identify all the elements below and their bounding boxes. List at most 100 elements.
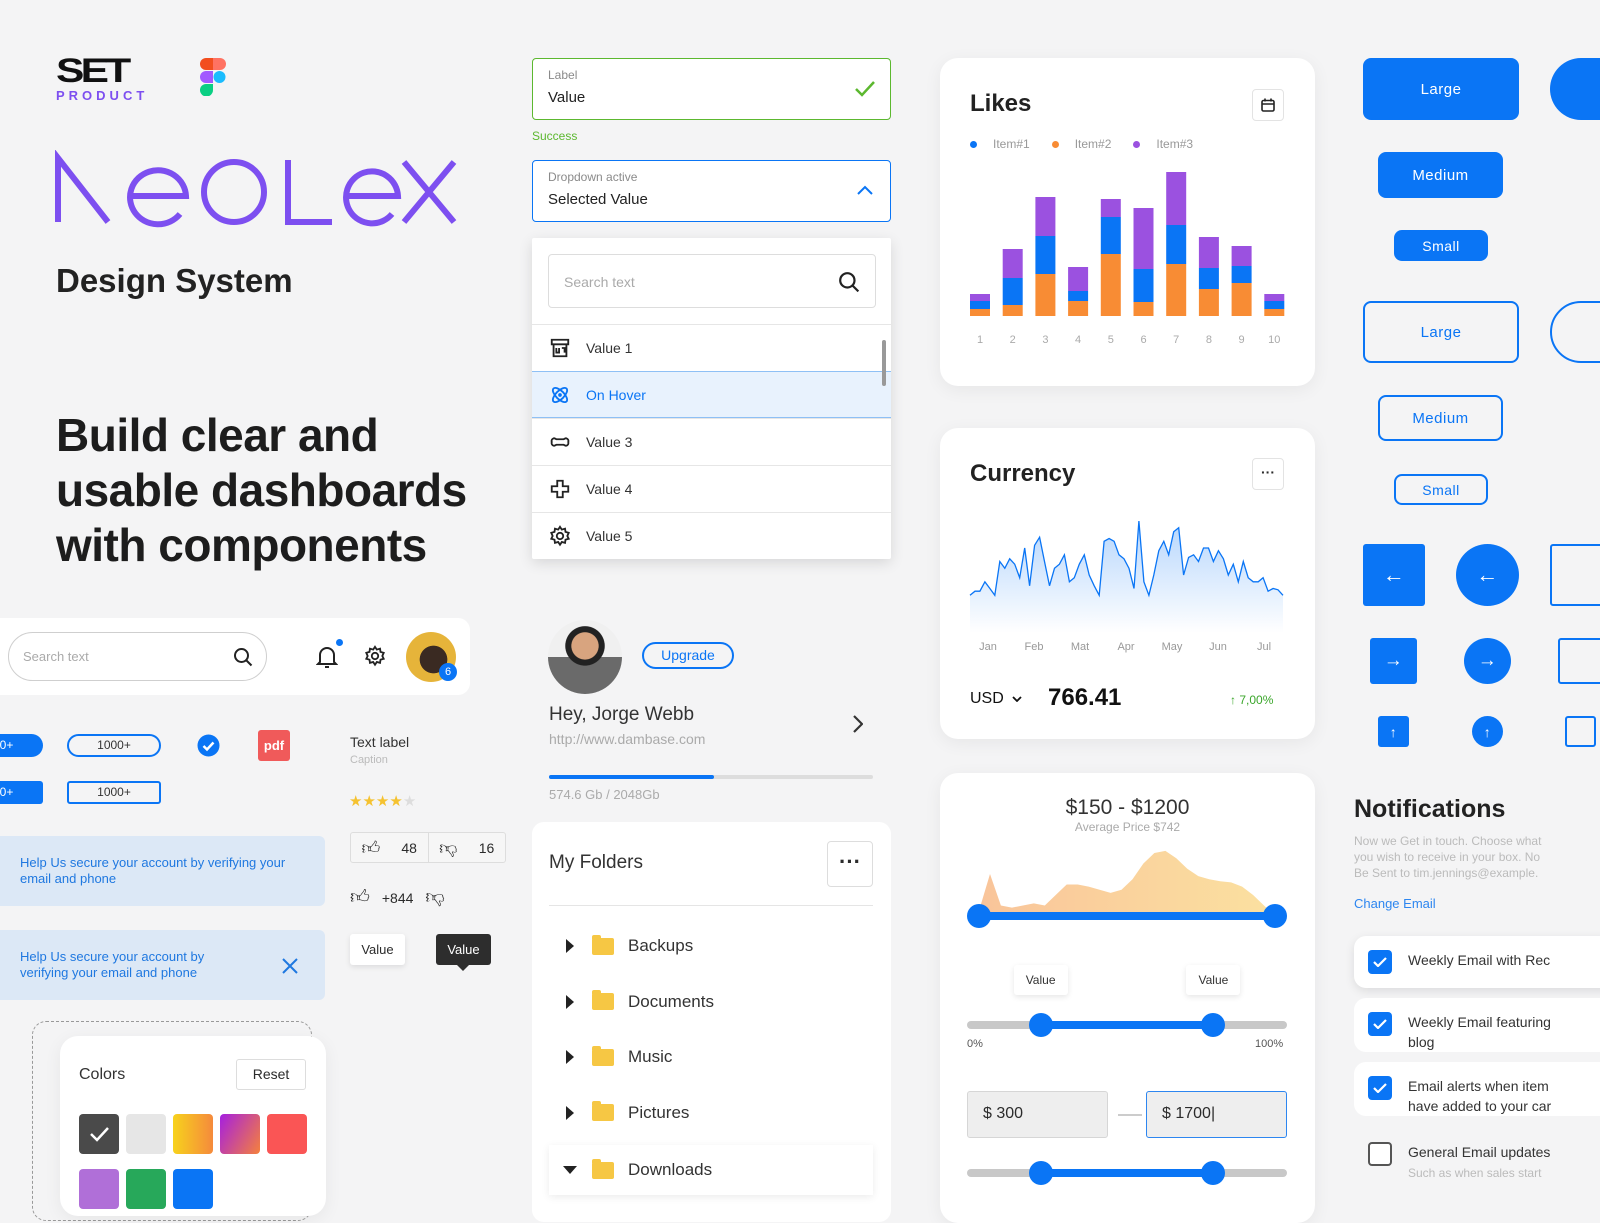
button-small[interactable]: Small: [1394, 230, 1488, 261]
badge-filled-square: 1000+: [0, 781, 43, 804]
caret-right-icon[interactable]: [566, 1105, 574, 1120]
color-swatch[interactable]: [173, 1169, 213, 1209]
slider-handle[interactable]: [1201, 1013, 1226, 1037]
close-icon[interactable]: [282, 958, 298, 974]
color-swatch[interactable]: [79, 1114, 119, 1154]
color-swatch[interactable]: [79, 1169, 119, 1209]
icon-button-outline-large[interactable]: [1550, 544, 1600, 606]
currency-select[interactable]: USD: [970, 690, 1022, 708]
color-swatch[interactable]: [220, 1114, 260, 1154]
caret-right-icon[interactable]: [566, 939, 574, 953]
search-icon[interactable]: [838, 271, 860, 293]
button-outline-small[interactable]: Small: [1394, 474, 1488, 505]
price-range-card: $150 - $1200 Average Price $742 Value Val…: [940, 773, 1315, 1223]
upgrade-button[interactable]: Upgrade: [642, 642, 734, 669]
divider: [549, 905, 873, 906]
color-swatch[interactable]: [267, 1114, 307, 1154]
folder-icon: [592, 934, 614, 955]
icon-button-square-medium[interactable]: →: [1370, 638, 1417, 684]
gear-icon[interactable]: [364, 645, 386, 667]
notification-option[interactable]: Weekly Email featuring blog: [1354, 998, 1600, 1052]
folder-item[interactable]: Documents: [566, 990, 714, 1012]
notification-option[interactable]: Weekly Email with Rec: [1354, 936, 1600, 988]
dropdown-active[interactable]: Dropdown active Selected Value: [532, 160, 891, 222]
icon-button-square-large[interactable]: ←: [1363, 544, 1425, 606]
icon-button-circle-large[interactable]: ←: [1456, 544, 1519, 606]
thumbs-up-icon[interactable]: 👍︎: [350, 887, 370, 908]
dropdown-item[interactable]: Value 4: [532, 465, 891, 512]
caret-down-icon[interactable]: [563, 1166, 577, 1174]
star-icon[interactable]: ★: [375, 793, 390, 810]
dropdown-item[interactable]: Value 1: [532, 324, 891, 371]
dropdown-item[interactable]: Value 5: [532, 512, 891, 559]
color-swatch[interactable]: [126, 1169, 166, 1209]
dropdown-menu: Search text Value 1 On Hover Value 3 Value …: [532, 238, 891, 559]
input-success[interactable]: Label Value: [532, 58, 891, 120]
slider-max-label: 100%: [1255, 1038, 1284, 1050]
star-icon[interactable]: ★: [402, 793, 417, 810]
color-swatch[interactable]: [126, 1114, 166, 1154]
icon-button-circle-small[interactable]: ↑: [1472, 716, 1503, 747]
search-icon[interactable]: [233, 647, 253, 667]
profile-url[interactable]: http://www.dambase.com: [549, 731, 706, 747]
chevron-up-icon[interactable]: [857, 185, 873, 195]
range-handle-right[interactable]: [1263, 904, 1287, 928]
icon-button-circle-medium[interactable]: →: [1464, 638, 1511, 684]
star-icon[interactable]: ★: [389, 793, 403, 810]
folder-item[interactable]: Music: [566, 1045, 672, 1067]
range-slider-bottom[interactable]: [967, 1161, 1287, 1185]
button-medium[interactable]: Medium: [1378, 152, 1503, 198]
change-email-link[interactable]: Change Email: [1354, 896, 1436, 911]
price-min-input[interactable]: $ 300: [967, 1091, 1108, 1138]
icon-button-square-small[interactable]: ↑: [1378, 716, 1409, 747]
avatar[interactable]: 6: [406, 632, 457, 682]
star-rating[interactable]: ★★★★★: [349, 792, 416, 810]
bar-Item#2: [1002, 305, 1023, 316]
calendar-button[interactable]: [1252, 89, 1284, 121]
star-icon[interactable]: ★: [362, 793, 376, 810]
chevron-right-icon[interactable]: [853, 715, 863, 733]
topbar-search[interactable]: Search text: [8, 632, 267, 681]
like-button[interactable]: 👍︎ 48: [351, 833, 429, 862]
star-icon[interactable]: ★: [349, 793, 363, 810]
dropdown-item[interactable]: On Hover: [532, 371, 891, 418]
folder-item[interactable]: Downloads: [549, 1145, 873, 1195]
option-text: Weekly Email with Rec: [1408, 950, 1550, 970]
notification-option[interactable]: Email alerts when item have added to your…: [1354, 1062, 1600, 1116]
price-max-input[interactable]: $ 1700|: [1146, 1091, 1287, 1138]
bar-Item#1: [1002, 278, 1023, 305]
dropdown-search[interactable]: Search text: [548, 254, 876, 308]
notification-option[interactable]: General Email updates Such as when sales …: [1354, 1128, 1600, 1188]
slider-handle[interactable]: [1028, 1013, 1053, 1037]
dislike-button[interactable]: 👎︎ 16: [429, 833, 506, 862]
button-round-outline-large[interactable]: [1550, 301, 1600, 363]
caret-right-icon[interactable]: [566, 1050, 574, 1064]
x-tick-label: Mat: [1071, 641, 1089, 653]
checkbox[interactable]: [1368, 1142, 1392, 1166]
color-swatch[interactable]: [173, 1114, 213, 1154]
checkbox[interactable]: [1368, 1076, 1392, 1100]
bell-icon[interactable]: [315, 639, 343, 674]
slider-handle[interactable]: [1028, 1161, 1053, 1185]
icon-button-outline-small[interactable]: [1565, 716, 1596, 747]
thumbs-down-icon[interactable]: 👎︎: [425, 887, 445, 908]
checkbox[interactable]: [1368, 950, 1392, 974]
button-large[interactable]: Large: [1363, 58, 1519, 120]
dropdown-item[interactable]: Value 3: [532, 418, 891, 465]
button-outline-medium[interactable]: Medium: [1378, 395, 1503, 441]
range-slider[interactable]: Value Value: [967, 965, 1287, 1037]
folder-item[interactable]: Backups: [566, 934, 693, 956]
range-handle-left[interactable]: [967, 904, 991, 928]
icon-button-outline-medium[interactable]: [1558, 638, 1600, 684]
reset-button[interactable]: Reset: [236, 1059, 306, 1090]
checkbox[interactable]: [1368, 1012, 1392, 1036]
slider-handle[interactable]: [1201, 1161, 1226, 1185]
slider-tooltip: Value: [1186, 965, 1241, 995]
folders-more-button[interactable]: ···: [827, 841, 873, 887]
button-outline-large[interactable]: Large: [1363, 301, 1519, 363]
caret-right-icon[interactable]: [566, 994, 574, 1009]
button-round-large[interactable]: [1550, 58, 1600, 120]
currency-more-button[interactable]: ···: [1252, 458, 1284, 490]
dropdown-scrollbar[interactable]: [882, 340, 886, 386]
folder-item[interactable]: Pictures: [566, 1101, 689, 1123]
